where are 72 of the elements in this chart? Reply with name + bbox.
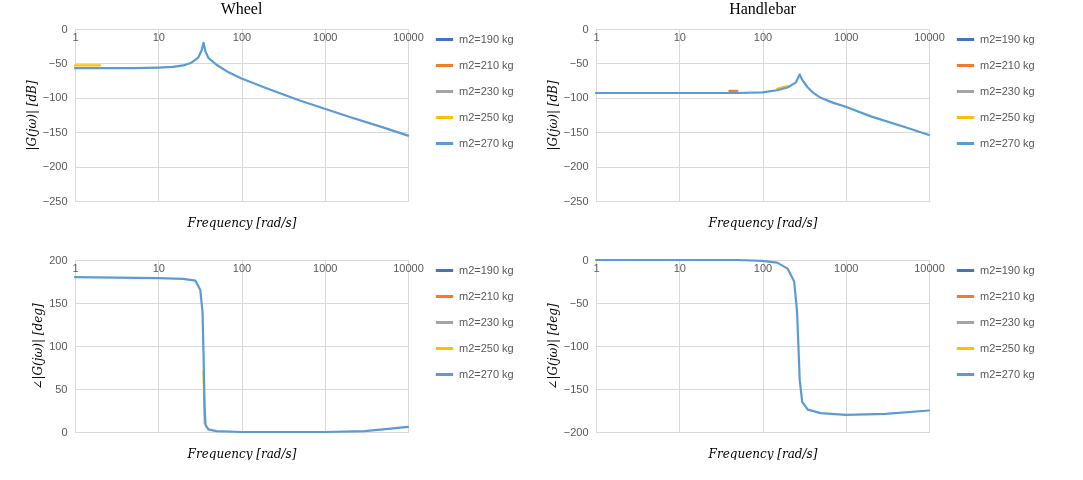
y-axis-title: ∠|G(jω)| [deg] bbox=[31, 303, 46, 390]
legend-label: m2=250 kg bbox=[459, 110, 514, 123]
x-tick-label: 10 bbox=[152, 261, 165, 274]
legend-label: m2=210 kg bbox=[459, 289, 514, 302]
x-axis-title: Frequency [rad/s] bbox=[186, 446, 297, 461]
x-tick-label: 100 bbox=[232, 30, 252, 43]
chart-title: Handlebar bbox=[729, 0, 797, 17]
x-tick-label: 1 bbox=[72, 30, 79, 43]
x-axis-title: Frequency [rad/s] bbox=[186, 215, 297, 230]
legend-label: m2=230 kg bbox=[459, 84, 514, 97]
x-tick-label: 1 bbox=[593, 30, 600, 43]
x-tick-label: 10 bbox=[152, 30, 165, 43]
y-tick-label: −200 bbox=[42, 160, 68, 173]
legend-label: m2=270 kg bbox=[459, 367, 514, 380]
legend-label: m2=210 kg bbox=[980, 289, 1035, 302]
legend-label: m2=230 kg bbox=[980, 84, 1035, 97]
chart-title: Wheel bbox=[220, 0, 263, 17]
x-tick-label: 10000 bbox=[393, 261, 424, 274]
x-tick-label: 10000 bbox=[914, 30, 945, 43]
legend-label: m2=250 kg bbox=[459, 341, 514, 354]
legend-label: m2=210 kg bbox=[980, 58, 1035, 71]
y-tick-label: 0 bbox=[61, 22, 68, 35]
y-tick-label: 0 bbox=[61, 425, 68, 438]
legend-label: m2=190 kg bbox=[459, 263, 514, 276]
legend-label: m2=270 kg bbox=[459, 136, 514, 149]
y-tick-label: −50 bbox=[569, 296, 589, 309]
x-tick-label: 10000 bbox=[393, 30, 424, 43]
y-tick-label: 0 bbox=[582, 22, 589, 35]
x-tick-label: 10000 bbox=[914, 261, 945, 274]
legend-label: m2=250 kg bbox=[980, 110, 1035, 123]
y-tick-label: −150 bbox=[563, 382, 589, 395]
y-axis-title: |G(jω)| [dB] bbox=[24, 80, 39, 151]
legend-label: m2=230 kg bbox=[459, 315, 514, 328]
x-tick-label: 100 bbox=[232, 261, 252, 274]
legend-label: m2=190 kg bbox=[980, 263, 1035, 276]
legend-label: m2=250 kg bbox=[980, 341, 1035, 354]
legend-label: m2=270 kg bbox=[980, 367, 1035, 380]
y-axis-title: |G(jω)| [dB] bbox=[545, 80, 560, 151]
y-tick-label: −100 bbox=[563, 91, 589, 104]
x-tick-label: 1000 bbox=[834, 261, 859, 274]
x-tick-label: 1 bbox=[72, 261, 79, 274]
y-tick-label: 150 bbox=[49, 296, 68, 309]
y-tick-label: −200 bbox=[563, 160, 589, 173]
legend-label: m2=230 kg bbox=[980, 315, 1035, 328]
legend-label: m2=190 kg bbox=[459, 32, 514, 45]
y-tick-label: −200 bbox=[563, 425, 589, 438]
y-tick-label: −250 bbox=[563, 194, 589, 207]
y-tick-label: −150 bbox=[563, 125, 589, 138]
x-tick-label: 100 bbox=[753, 261, 773, 274]
x-tick-label: 10 bbox=[673, 30, 686, 43]
y-tick-label: −50 bbox=[48, 56, 68, 69]
x-axis-title: Frequency [rad/s] bbox=[707, 446, 818, 461]
x-tick-label: 1000 bbox=[313, 30, 338, 43]
legend-label: m2=210 kg bbox=[459, 58, 514, 71]
y-tick-label: −100 bbox=[563, 339, 589, 352]
y-axis-title: ∠|G(jω)| [deg] bbox=[545, 303, 560, 390]
x-axis-title: Frequency [rad/s] bbox=[707, 215, 818, 230]
y-tick-label: 100 bbox=[49, 339, 68, 352]
x-tick-label: 1000 bbox=[834, 30, 859, 43]
y-tick-label: −100 bbox=[42, 91, 68, 104]
y-tick-label: −250 bbox=[42, 194, 68, 207]
x-tick-label: 10 bbox=[673, 261, 686, 274]
y-tick-label: −50 bbox=[569, 56, 589, 69]
legend-label: m2=270 kg bbox=[980, 136, 1035, 149]
x-tick-label: 1 bbox=[593, 261, 600, 274]
y-tick-label: 0 bbox=[582, 253, 589, 266]
legend-label: m2=190 kg bbox=[980, 32, 1035, 45]
y-tick-label: −150 bbox=[42, 125, 68, 138]
x-tick-label: 1000 bbox=[313, 261, 338, 274]
y-tick-label: 200 bbox=[49, 253, 68, 266]
y-tick-label: 50 bbox=[55, 382, 68, 395]
x-tick-label: 100 bbox=[753, 30, 773, 43]
